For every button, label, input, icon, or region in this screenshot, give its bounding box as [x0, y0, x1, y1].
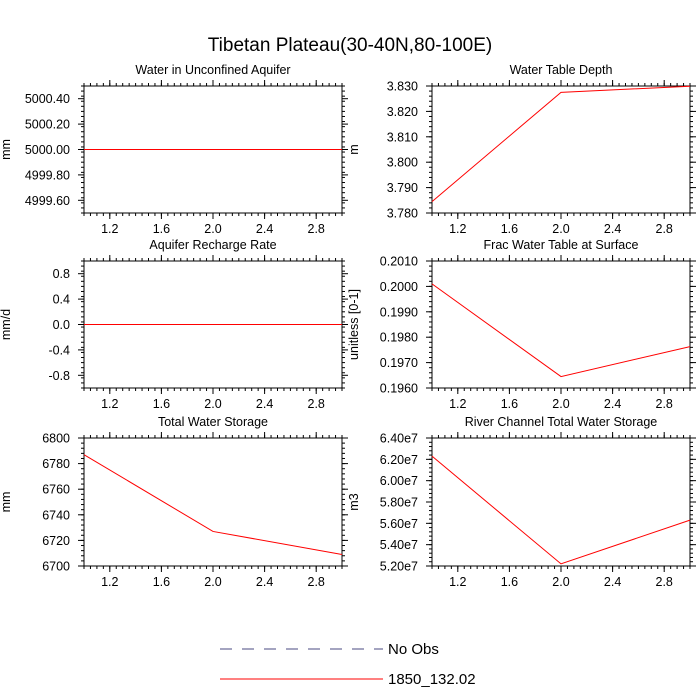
- y-tick-label: 3.790: [387, 181, 418, 195]
- y-tick-label: 5.60e7: [380, 517, 418, 531]
- y-tick-label: 6.20e7: [380, 453, 418, 467]
- y-axis-label: mm: [0, 139, 13, 160]
- legend-entry: 1850_132.02: [220, 671, 476, 688]
- x-tick-label: 2.8: [308, 575, 325, 589]
- series-line: [431, 455, 691, 565]
- plot-frame: [431, 260, 691, 389]
- panel-title: Frac Water Table at Surface: [484, 238, 639, 252]
- panel-title: Aquifer Recharge Rate: [149, 238, 276, 252]
- x-tick-label: 2.8: [308, 397, 325, 411]
- y-tick-label: 0.2000: [380, 280, 418, 294]
- plot-frame: [431, 437, 691, 567]
- y-tick-label: 0.1980: [380, 331, 418, 345]
- series-line: [431, 85, 691, 202]
- y-tick-label: 5000.00: [25, 143, 70, 157]
- y-tick-label: 0.1990: [380, 305, 418, 319]
- y-tick-label: -0.8: [48, 369, 70, 383]
- x-tick-label: 2.4: [256, 397, 273, 411]
- panel-title: Water Table Depth: [510, 63, 613, 77]
- x-tick-label: 2.8: [656, 575, 673, 589]
- y-tick-label: -0.4: [48, 343, 70, 357]
- panel-3: Aquifer Recharge Rate 1.2 1.6 2.0 2.4 2.8 -0.8…: [0, 238, 348, 411]
- panel-2: Water Table Depth 1.2 1.6 2.0 2.4 2.8 3.780 3.7…: [347, 63, 696, 236]
- plot-frame: [431, 85, 691, 214]
- y-tick-label: 6780: [42, 457, 70, 471]
- x-tick-label: 1.2: [101, 222, 118, 236]
- x-tick-label: 2.0: [204, 575, 221, 589]
- plot-frame: [83, 437, 343, 567]
- panel-5: Total Water Storage 1.2 1.6 2.0 2.4 2.8 6700 67…: [0, 415, 348, 589]
- y-tick-label: 5.80e7: [380, 496, 418, 510]
- y-axis-label: mm/d: [0, 309, 13, 340]
- y-tick-label: 6700: [42, 560, 70, 574]
- x-tick-label: 2.0: [552, 575, 569, 589]
- y-tick-label: 0.4: [53, 293, 70, 307]
- y-tick-label: 5000.20: [25, 118, 70, 132]
- x-tick-label: 2.0: [552, 397, 569, 411]
- y-tick-label: 5.20e7: [380, 560, 418, 574]
- panel-4: Frac Water Table at Surface 1.2 1.6 2.0 2.4 2…: [347, 238, 696, 411]
- y-tick-label: 6800: [42, 432, 70, 446]
- x-tick-label: 2.4: [256, 222, 273, 236]
- y-tick-label: 6.00e7: [380, 474, 418, 488]
- y-tick-label: 6.40e7: [380, 432, 418, 446]
- panel-1: Water in Unconfined Aquifer 1.2 1.6 2.0 2.4 2…: [0, 63, 348, 236]
- x-tick-label: 1.2: [101, 575, 118, 589]
- figure-title: Tibetan Plateau(30-40N,80-100E): [208, 35, 492, 56]
- x-tick-label: 2.4: [256, 575, 273, 589]
- x-tick-label: 2.4: [604, 575, 621, 589]
- y-axis-label: unitless [0-1]: [347, 289, 361, 360]
- y-axis-label: m3: [347, 493, 361, 510]
- y-axis-label: mm: [0, 492, 13, 513]
- y-tick-label: 0.2010: [380, 255, 418, 269]
- x-tick-label: 2.8: [656, 397, 673, 411]
- y-tick-label: 5.40e7: [380, 538, 418, 552]
- x-tick-label: 1.6: [153, 222, 170, 236]
- y-axis-label: m: [347, 144, 361, 154]
- y-tick-label: 6740: [42, 508, 70, 522]
- x-tick-label: 2.4: [604, 397, 621, 411]
- panels: Water in Unconfined Aquifer 1.2 1.6 2.0 2.4 2…: [0, 63, 696, 589]
- legend-entry: No Obs: [220, 641, 439, 658]
- x-tick-label: 1.6: [153, 575, 170, 589]
- x-tick-label: 1.2: [449, 575, 466, 589]
- panel-title: River Channel Total Water Storage: [465, 415, 658, 429]
- y-tick-label: 0.1970: [380, 356, 418, 370]
- x-tick-label: 1.2: [101, 397, 118, 411]
- y-tick-label: 0.1960: [380, 382, 418, 396]
- y-tick-label: 0.0: [53, 318, 70, 332]
- legend-label: 1850_132.02: [388, 671, 476, 688]
- x-tick-label: 1.2: [449, 397, 466, 411]
- panel-6: River Channel Total Water Storage 1.2 1.6 2…: [347, 415, 696, 589]
- series-line: [83, 454, 343, 555]
- x-tick-label: 1.6: [153, 397, 170, 411]
- y-tick-label: 4999.80: [25, 168, 70, 182]
- legend-label: No Obs: [388, 641, 439, 658]
- y-tick-label: 3.820: [387, 105, 418, 119]
- legend: No Obs 1850_132.02: [220, 641, 476, 688]
- y-tick-label: 4999.60: [25, 194, 70, 208]
- x-tick-label: 2.0: [552, 222, 569, 236]
- y-tick-label: 3.800: [387, 156, 418, 170]
- x-tick-label: 2.8: [656, 222, 673, 236]
- x-tick-label: 1.6: [501, 222, 518, 236]
- x-tick-label: 2.0: [204, 222, 221, 236]
- x-tick-label: 2.4: [604, 222, 621, 236]
- panel-title: Water in Unconfined Aquifer: [135, 63, 290, 77]
- y-tick-label: 6760: [42, 483, 70, 497]
- x-tick-label: 1.6: [501, 397, 518, 411]
- x-tick-label: 2.0: [204, 397, 221, 411]
- x-tick-label: 1.2: [449, 222, 466, 236]
- y-tick-label: 0.8: [53, 267, 70, 281]
- x-tick-label: 1.6: [501, 575, 518, 589]
- series-line: [431, 283, 691, 378]
- y-tick-label: 6720: [42, 534, 70, 548]
- x-tick-label: 2.8: [308, 222, 325, 236]
- y-tick-label: 3.830: [387, 80, 418, 94]
- y-tick-label: 3.780: [387, 207, 418, 221]
- y-tick-label: 3.810: [387, 130, 418, 144]
- y-tick-label: 5000.40: [25, 92, 70, 106]
- panel-title: Total Water Storage: [158, 415, 268, 429]
